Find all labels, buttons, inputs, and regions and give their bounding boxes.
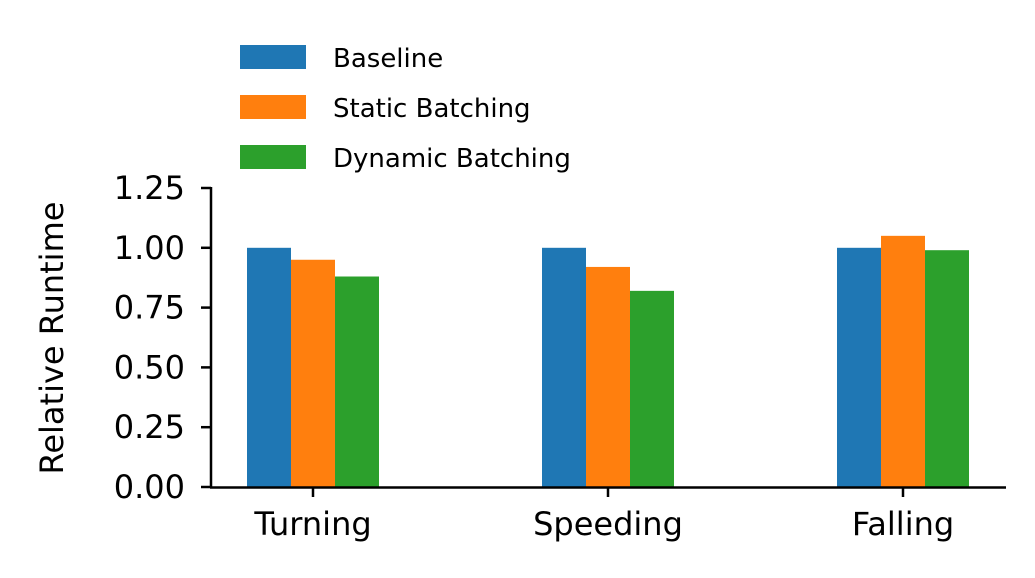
y-tick-label: 1.25 [114, 169, 185, 207]
y-tick-label: 0.25 [114, 408, 185, 446]
legend-label: Static Batching [333, 94, 531, 124]
legend: Baseline Static Batching Dynamic Batching [240, 44, 571, 174]
bar-dynamic-batching-speeding [630, 290, 674, 487]
bar-baseline-speeding [542, 247, 586, 487]
bar-baseline-falling [837, 247, 881, 487]
bar-static-batching-turning [291, 259, 335, 487]
bar-dynamic-batching-turning [335, 276, 379, 487]
legend-swatch [240, 145, 306, 169]
legend-label: Baseline [333, 44, 443, 74]
bars [247, 235, 969, 487]
legend-swatch [240, 95, 306, 119]
y-tick-label: 1.00 [114, 229, 185, 267]
y-tick-label: 0.50 [114, 348, 185, 386]
x-tick-label: Turning [253, 505, 371, 543]
legend-label: Dynamic Batching [333, 144, 571, 174]
y-axis-title: Relative Runtime [33, 202, 71, 475]
y-tick-label: 0.75 [114, 289, 185, 327]
y-axis-ticks: 0.00 0.25 0.50 0.75 1.00 1.25 [114, 169, 211, 506]
bar-dynamic-batching-falling [925, 250, 969, 487]
x-tick-label: Falling [852, 505, 954, 543]
legend-swatch [240, 45, 306, 69]
x-tick-label: Speeding [533, 505, 683, 543]
y-tick-label: 0.00 [114, 468, 185, 506]
bar-static-batching-falling [881, 235, 925, 487]
bar-baseline-turning [247, 247, 291, 487]
x-axis-ticks: Turning Speeding Falling [253, 487, 954, 543]
bar-static-batching-speeding [586, 266, 630, 487]
